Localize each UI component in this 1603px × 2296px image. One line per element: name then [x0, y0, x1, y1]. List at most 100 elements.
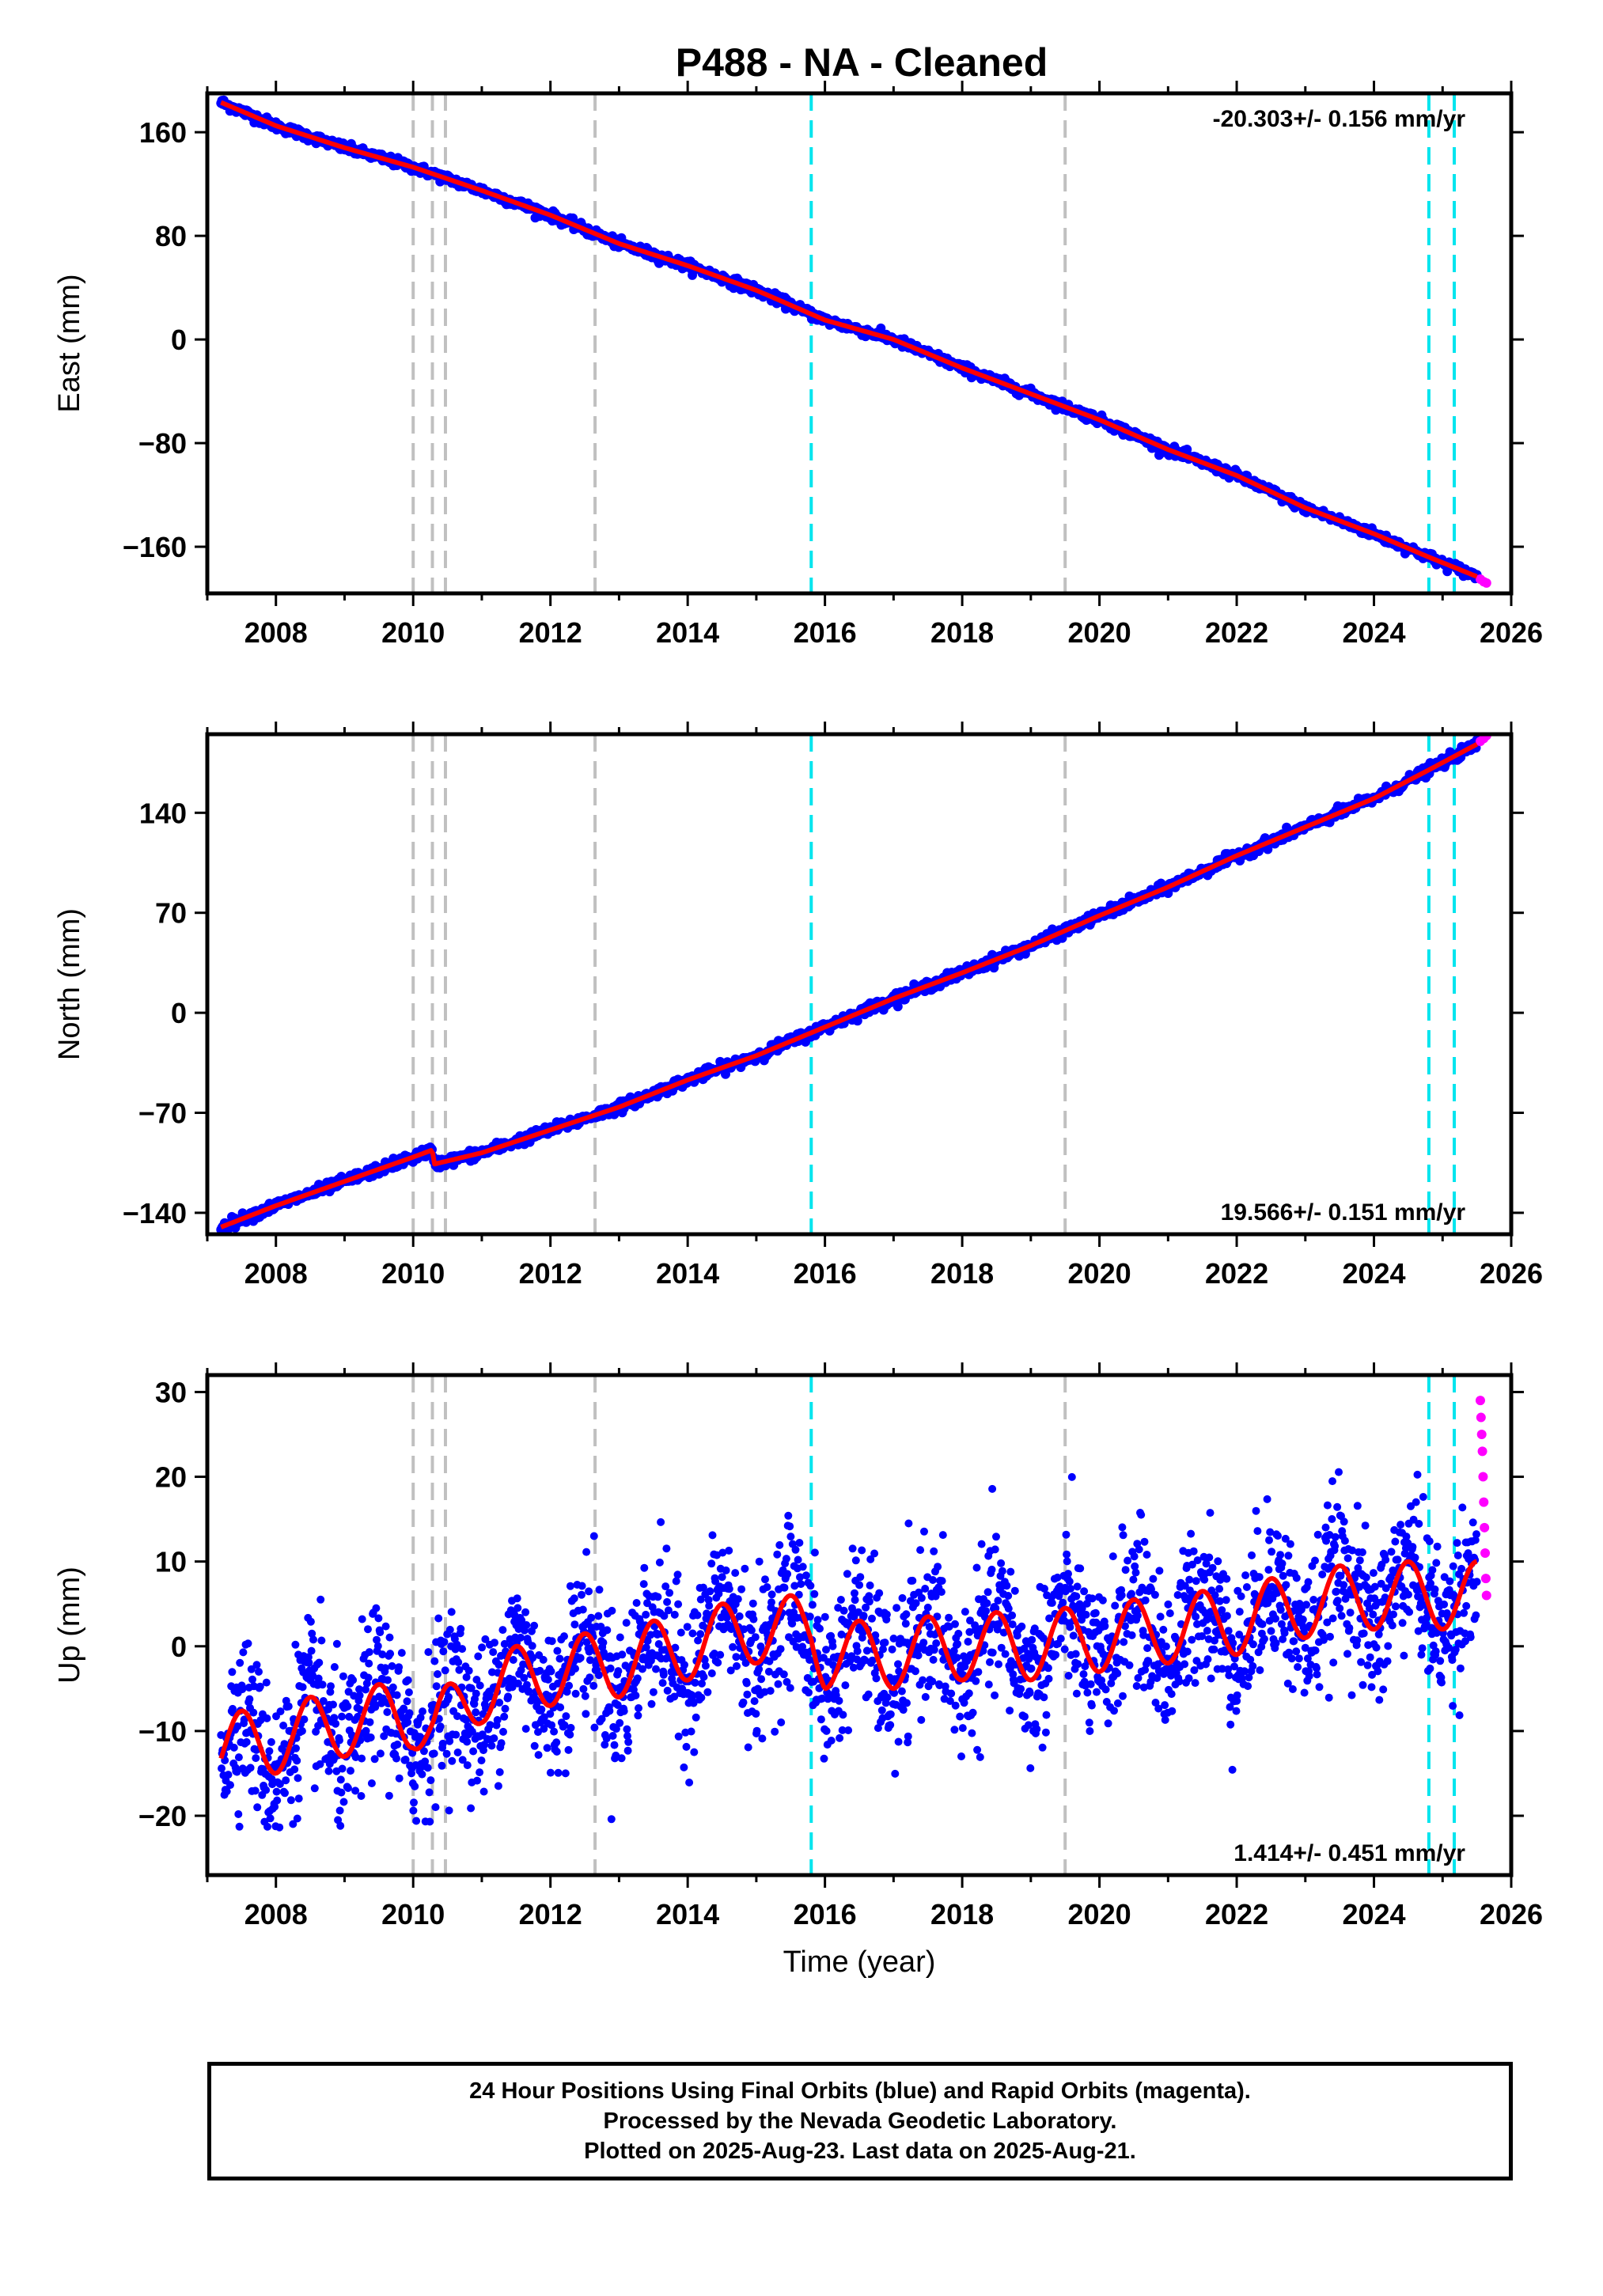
final-orbit-point [445, 1737, 454, 1745]
final-orbit-point [886, 1710, 895, 1718]
final-orbit-point [472, 1689, 480, 1698]
x-tick-label: 2018 [930, 1257, 994, 1290]
final-orbit-point [495, 1767, 504, 1776]
final-orbit-point [904, 1519, 913, 1528]
final-orbit-point [777, 1718, 786, 1726]
final-orbit-point [336, 1775, 345, 1784]
model-curve [220, 742, 1479, 1229]
final-orbit-point [899, 1706, 908, 1714]
final-orbit-point [520, 1673, 529, 1682]
final-orbit-point [347, 1767, 354, 1775]
final-orbit-point [448, 1756, 457, 1765]
final-orbit-point [570, 1620, 579, 1629]
final-orbit-point [438, 1739, 447, 1748]
final-orbit-point [672, 1577, 680, 1586]
final-orbit-point [366, 1718, 374, 1726]
final-orbit-point [633, 1674, 642, 1683]
final-orbit-point [582, 1638, 591, 1646]
final-orbit-point [798, 1642, 807, 1651]
final-orbit-point [761, 1575, 769, 1584]
final-orbit-point [445, 1625, 454, 1634]
x-tick-label: 2024 [1342, 616, 1405, 649]
final-orbit-point [566, 1582, 574, 1590]
final-orbit-point [430, 1749, 438, 1758]
final-orbit-point [504, 1692, 513, 1701]
final-orbit-point [1108, 1552, 1117, 1561]
final-orbit-point [872, 1674, 881, 1683]
final-orbit-point [617, 1754, 626, 1763]
final-orbit-point [404, 1676, 412, 1684]
final-orbit-point [286, 1796, 295, 1805]
final-orbit-point [1175, 1677, 1184, 1686]
final-orbit-point [881, 1639, 889, 1647]
final-orbit-point [602, 1734, 611, 1743]
final-orbit-point [744, 1743, 752, 1752]
final-orbit-point [568, 213, 578, 223]
final-orbit-point [703, 1688, 712, 1696]
final-orbit-point [498, 1626, 507, 1635]
final-orbit-point [248, 1675, 256, 1684]
final-orbit-point [902, 1610, 911, 1619]
final-orbit-point [585, 1673, 594, 1682]
final-orbit-point [546, 1710, 555, 1718]
final-orbit-point [392, 1691, 401, 1699]
final-orbit-point [931, 1592, 940, 1601]
final-orbit-point [426, 1817, 434, 1826]
final-orbit-point [392, 1754, 400, 1763]
final-orbit-point [479, 1787, 488, 1796]
final-orbit-point [699, 1583, 707, 1592]
final-orbit-point [654, 1640, 663, 1648]
final-orbit-point [790, 1582, 799, 1590]
final-orbit-point [590, 1723, 599, 1732]
final-orbit-point [1173, 1591, 1182, 1599]
final-orbit-point [689, 1699, 698, 1707]
final-orbit-point [1006, 1707, 1014, 1715]
final-orbit-point [1188, 1635, 1196, 1644]
final-orbit-point [327, 1682, 335, 1691]
final-orbit-point [463, 1737, 472, 1746]
final-orbit-point [1086, 1727, 1094, 1735]
final-orbit-point [291, 1640, 300, 1649]
final-orbit-point [875, 1589, 884, 1597]
final-orbit-point [1137, 1510, 1146, 1519]
final-orbit-point [954, 1629, 963, 1638]
final-orbit-point [822, 1646, 830, 1654]
final-orbit-point [822, 1726, 831, 1735]
final-orbit-point [774, 1680, 783, 1688]
final-orbit-point [438, 1761, 446, 1770]
final-orbit-point [495, 1661, 503, 1669]
final-orbit-point [706, 1587, 714, 1596]
final-orbit-point [244, 1639, 252, 1648]
final-orbit-point [984, 1680, 993, 1689]
final-orbit-point [974, 1668, 983, 1677]
final-orbit-point [570, 1594, 578, 1603]
final-orbit-point [1134, 1673, 1143, 1682]
final-orbit-point [620, 1707, 628, 1715]
final-orbit-point [1124, 1556, 1132, 1565]
final-orbit-point [481, 1635, 490, 1643]
final-orbit-point [365, 1659, 373, 1668]
final-orbit-point [581, 1692, 589, 1700]
y-axis-label: North (mm) [53, 908, 86, 1060]
final-orbit-point [1045, 1614, 1054, 1623]
final-orbit-point [725, 1585, 733, 1593]
final-orbit-point [917, 1715, 926, 1724]
final-orbit-point [921, 1585, 930, 1593]
final-orbit-point [404, 1718, 412, 1726]
final-orbit-point [841, 1681, 850, 1690]
final-orbit-point [349, 1676, 358, 1684]
final-orbit-point [1119, 1692, 1127, 1700]
final-orbit-point [1161, 1701, 1169, 1710]
final-orbit-point [294, 1774, 302, 1783]
final-orbit-point [358, 1615, 366, 1623]
final-orbit-point [742, 1679, 751, 1688]
final-orbit-point [782, 1555, 790, 1563]
final-orbit-point [946, 1697, 954, 1705]
final-orbit-point [1087, 1701, 1096, 1710]
final-orbit-point [868, 1656, 877, 1665]
final-orbit-point [441, 1666, 449, 1675]
final-orbit-point [1164, 1600, 1173, 1608]
final-orbit-point [357, 1792, 366, 1800]
final-orbit-point [917, 1593, 926, 1602]
final-orbit-point [1021, 1712, 1029, 1721]
